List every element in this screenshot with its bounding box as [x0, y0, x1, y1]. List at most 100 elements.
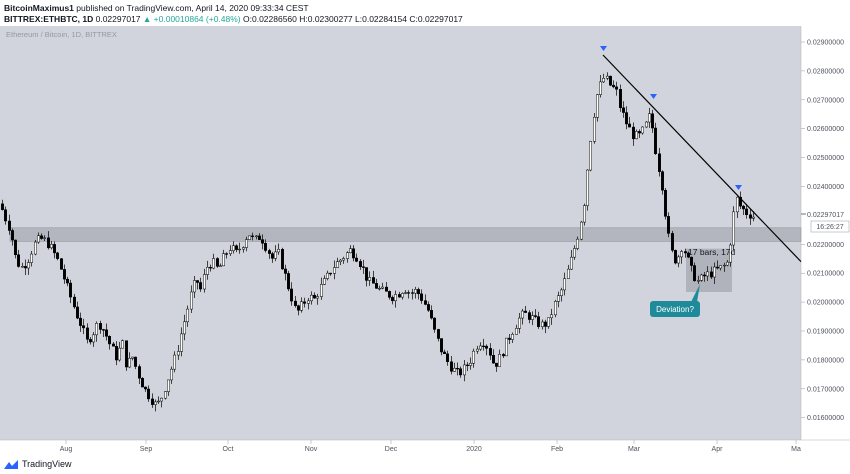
candle-body-19	[63, 269, 66, 280]
x-axis-panel	[0, 440, 850, 458]
x-tick-label-6: Feb	[551, 446, 563, 453]
y-tick-label-2: 0.02700000	[807, 97, 844, 104]
y-tick-label-0: 0.02900000	[807, 40, 844, 47]
candle-body-196	[638, 131, 641, 134]
candle-body-30	[99, 323, 102, 330]
candle-body-13	[43, 237, 46, 239]
candle-body-9	[30, 253, 33, 263]
candle-body-90	[294, 300, 297, 306]
tradingview-brand[interactable]: TradingView	[22, 459, 72, 469]
candle-body-12	[40, 235, 43, 239]
candle-body-133	[433, 317, 436, 330]
y-tick-label-9: 0.01900000	[807, 329, 844, 336]
candle-body-54	[177, 351, 180, 356]
candle-body-77	[251, 235, 254, 237]
candle-body-179	[583, 205, 586, 223]
candle-body-56	[183, 321, 186, 335]
candle-body-201	[654, 127, 657, 154]
x-tick-label-9: Ma	[791, 446, 801, 453]
candle-body-99	[323, 278, 326, 285]
top-marker-3	[735, 185, 742, 190]
candle-body-86	[281, 249, 284, 270]
candle-body-82	[268, 250, 271, 254]
candle-body-78	[255, 235, 258, 237]
symbol-line: BITTREX:ETHBTC, 1D 0.02297017 ▲ +0.00010…	[4, 14, 463, 24]
x-tick-label-4: Dec	[385, 446, 398, 453]
candle-body-135	[440, 338, 443, 353]
candle-body-107	[349, 248, 352, 253]
candle-body-129	[420, 293, 423, 301]
candle-body-181	[589, 141, 592, 171]
candle-body-109	[355, 257, 358, 262]
candle-body-154	[502, 354, 505, 357]
candle-body-194	[632, 126, 635, 140]
candle-body-138	[450, 361, 453, 372]
descending-trendline[interactable]	[602, 54, 802, 263]
candle-body-47	[154, 401, 157, 405]
candle-body-55	[180, 333, 183, 352]
x-tick-label-0: Aug	[60, 446, 73, 453]
candle-body-105	[342, 258, 345, 261]
candle-body-178	[580, 221, 583, 240]
candle-body-35	[115, 346, 118, 361]
candle-body-42	[138, 366, 141, 379]
candle-body-66	[216, 258, 219, 267]
candle-body-88	[287, 273, 290, 290]
candle-body-218	[710, 271, 713, 278]
candle-body-108	[352, 248, 355, 259]
candle-body-115	[375, 283, 378, 289]
candle-body-171	[557, 295, 560, 302]
candle-body-182	[593, 117, 596, 142]
candle-body-212	[690, 256, 693, 266]
candle-body-111	[362, 266, 365, 268]
candle-body-69	[225, 253, 228, 255]
bars-range-label: 17 bars, 17d	[688, 247, 736, 257]
candle-body-124	[404, 292, 407, 294]
candle-body-95	[310, 294, 313, 302]
callout-box	[650, 301, 700, 317]
deviation-callout[interactable]: Deviation?	[650, 284, 700, 317]
candle-body-231	[752, 216, 755, 219]
candle-body-206	[671, 233, 674, 251]
candle-body-142	[463, 364, 466, 376]
candle-body-117	[381, 286, 384, 289]
candle-body-186	[606, 75, 609, 79]
candle-body-222	[723, 264, 726, 267]
publisher-name[interactable]: BitcoinMaximus1	[4, 3, 74, 13]
candle-body-106	[346, 252, 349, 259]
candle-body-52	[170, 368, 173, 381]
candle-body-137	[446, 353, 449, 362]
candle-body-58	[190, 291, 193, 310]
candle-body-50	[164, 391, 167, 399]
candle-body-226	[736, 196, 739, 213]
candle-body-46	[151, 398, 154, 405]
candle-body-200	[651, 113, 654, 129]
candle-body-131	[427, 304, 430, 311]
candle-body-0	[1, 203, 4, 210]
top-marker-1	[600, 46, 607, 51]
candle-body-89	[290, 288, 293, 302]
candle-body-51	[167, 379, 170, 392]
candle-body-134	[437, 329, 440, 339]
candle-body-132	[430, 310, 433, 319]
candle-body-146	[476, 348, 479, 352]
candle-body-210	[684, 251, 687, 254]
candle-body-188	[612, 84, 615, 88]
symbol-label: BITTREX:ETHBTC, 1D	[4, 14, 94, 24]
candle-body-125	[407, 292, 410, 294]
candle-body-80	[261, 239, 264, 244]
candle-body-43	[141, 378, 144, 388]
y-axis-ticks: 0.02900000 0.02800000 0.02700000 0.02600000…	[801, 40, 844, 422]
candle-body-219	[713, 266, 716, 278]
candle-body-153	[498, 354, 501, 367]
price-chart[interactable]: Ethereum / Bitcoin, 1D, BITTREX 17 bars,…	[0, 26, 850, 458]
candle-body-7	[24, 266, 27, 269]
candle-body-187	[609, 75, 612, 86]
y-tick-label-10: 0.01800000	[807, 357, 844, 364]
top-marker-2	[650, 94, 657, 99]
x-axis-ticks: Aug Sep Oct Nov Dec 2020 Feb Mar Apr Ma	[60, 440, 801, 453]
countdown-tag: 16:26:27	[810, 220, 850, 233]
candle-body-16	[53, 244, 56, 254]
candle-body-203	[661, 171, 664, 191]
candle-body-148	[482, 345, 485, 348]
